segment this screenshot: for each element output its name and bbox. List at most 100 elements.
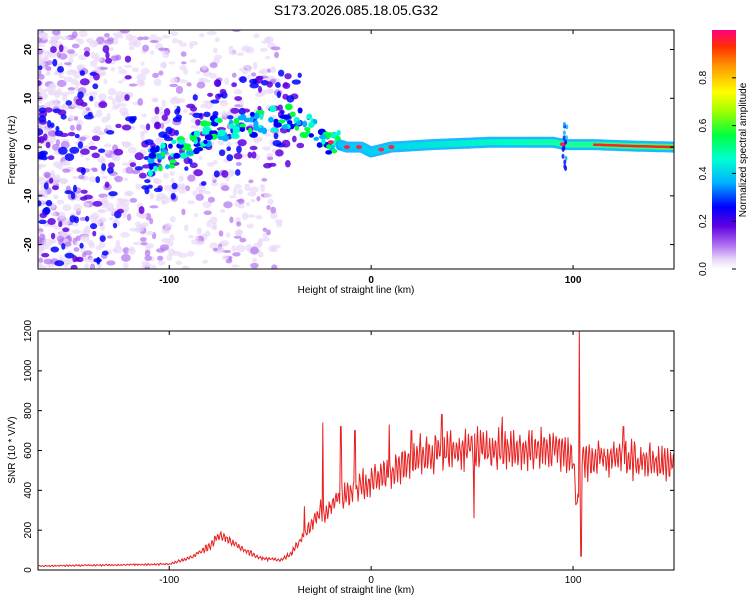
spectrogram-ridge-blob bbox=[147, 169, 153, 177]
spectrogram-noise-blob bbox=[198, 33, 205, 38]
spectrogram-blob bbox=[134, 152, 144, 161]
spectrogram-noise-blob bbox=[92, 168, 98, 173]
spectrogram-noise-blob bbox=[131, 169, 141, 174]
spectrogram-noise-blob bbox=[214, 37, 220, 43]
spectrogram-noise-blob bbox=[222, 249, 232, 253]
spectrogram-noise-blob bbox=[120, 30, 130, 34]
spectrogram-ridge-blob bbox=[296, 120, 302, 126]
spectrogram-blob bbox=[124, 94, 130, 101]
spectrogram-ridge-blob bbox=[269, 105, 277, 113]
spectrogram-noise-blob bbox=[169, 216, 176, 223]
spectrogram-noise-blob bbox=[58, 53, 68, 60]
colorbar-tick-label: 0.4 bbox=[698, 166, 709, 180]
spectrogram-blob bbox=[165, 126, 173, 135]
spectrogram-blob bbox=[221, 170, 229, 178]
spectrogram-blob bbox=[83, 194, 93, 200]
spectrogram-blob bbox=[77, 91, 84, 99]
spectrogram-ridge-blob bbox=[168, 143, 173, 149]
spectrogram-blob bbox=[249, 82, 259, 89]
spectrogram-noise-blob bbox=[161, 200, 167, 205]
spectrogram-blob bbox=[233, 152, 243, 160]
spectrogram-noise-blob bbox=[260, 68, 268, 75]
spectrogram-blob bbox=[213, 79, 222, 88]
spectrogram-blob bbox=[50, 122, 55, 128]
spectrogram-ridge-blob bbox=[201, 130, 209, 135]
spectrogram-blob bbox=[144, 179, 151, 184]
spectrogram-noise-blob bbox=[231, 72, 237, 78]
spectrogram-noise-blob bbox=[128, 83, 138, 87]
spectrogram-noise-blob bbox=[246, 214, 256, 218]
spectrogram-noise-blob bbox=[121, 253, 131, 262]
spectrogram-noise-blob bbox=[170, 177, 175, 184]
spectrogram-blob bbox=[43, 182, 49, 190]
spectrogram-blob bbox=[74, 256, 80, 262]
spectrogram-noise-blob bbox=[169, 31, 179, 36]
spectrogram-noise-blob bbox=[234, 184, 242, 190]
spectrogram-noise-blob bbox=[140, 132, 145, 141]
spectrogram-blob bbox=[280, 109, 285, 115]
spectrogram-noise-blob bbox=[212, 47, 218, 54]
spectrogram-marks bbox=[38, 30, 674, 269]
spectrogram-noise-blob bbox=[78, 106, 86, 110]
spectrogram-ytick-label: 0 bbox=[23, 144, 34, 150]
snr-ytick-label: 0 bbox=[23, 567, 34, 573]
spectrogram-noise-blob bbox=[245, 46, 255, 54]
spectrogram-blob bbox=[84, 215, 90, 222]
spectrogram-noise-blob bbox=[203, 210, 212, 216]
spectrogram-blob bbox=[162, 134, 170, 139]
spectrogram-noise-blob bbox=[264, 89, 274, 94]
spectrogram-blob bbox=[236, 145, 242, 154]
spectrogram-noise-blob bbox=[145, 213, 152, 221]
spectrogram-ridge-blob bbox=[193, 130, 201, 138]
colorbar-gradient bbox=[712, 30, 736, 269]
spectrogram-noise-blob bbox=[95, 109, 103, 118]
colorbar-tick-label: 0.0 bbox=[698, 262, 709, 276]
spectrogram-blob bbox=[192, 94, 198, 101]
spectrogram-noise-blob bbox=[74, 38, 81, 42]
spectrogram-noise-blob bbox=[183, 68, 188, 75]
spectrogram-noise-blob bbox=[57, 211, 66, 220]
spectrogram-noise-blob bbox=[270, 211, 278, 220]
spectrogram-noise-blob bbox=[38, 163, 47, 168]
spectrogram-noise-blob bbox=[66, 49, 75, 54]
spectrogram-ridge-blob bbox=[284, 103, 293, 111]
spectrogram-noise-blob bbox=[89, 39, 99, 48]
spectrogram-noise-blob bbox=[69, 124, 75, 131]
spectrogram-blob bbox=[275, 82, 281, 88]
spectrogram-noise-blob bbox=[150, 50, 155, 55]
spectrogram-noise-blob bbox=[221, 185, 230, 192]
spectrogram-noise-blob bbox=[196, 227, 202, 235]
spectrogram-ridge-blob bbox=[289, 123, 295, 130]
spectrogram-hotspot bbox=[327, 140, 334, 145]
spectrogram-noise-blob bbox=[140, 213, 147, 219]
spectrogram-noise-blob bbox=[56, 235, 65, 242]
spectrogram-blob bbox=[38, 115, 47, 123]
spectrogram-noise-blob bbox=[127, 146, 137, 154]
spectrogram-blob bbox=[79, 242, 84, 249]
spectrogram-noise-blob bbox=[71, 31, 78, 39]
spectrogram-noise-blob bbox=[255, 136, 263, 142]
spectrogram-noise-blob bbox=[144, 266, 150, 269]
spectrogram-noise-blob bbox=[237, 204, 245, 209]
spectrogram-noise-blob bbox=[60, 35, 71, 41]
spectrogram-blob bbox=[144, 187, 150, 195]
spectrogram-noise-blob bbox=[74, 241, 79, 247]
spectrogram-noise-blob bbox=[62, 218, 71, 226]
spectrogram-noise-blob bbox=[262, 227, 268, 232]
spectrogram-noise-blob bbox=[61, 104, 67, 109]
spectrogram-xtick-label: -100 bbox=[159, 275, 179, 286]
spectrogram-noise-blob bbox=[157, 111, 166, 116]
spectrogram-blob bbox=[95, 176, 101, 184]
spectrogram-noise-blob bbox=[180, 51, 187, 57]
spectrogram-hotspot bbox=[356, 145, 363, 150]
spectrogram-hotspot bbox=[343, 145, 350, 150]
spectrogram-noise-blob bbox=[73, 71, 82, 79]
spectrogram-noise-blob bbox=[171, 96, 179, 103]
spectrogram-noise-blob bbox=[233, 235, 242, 239]
spectrogram-noise-blob bbox=[153, 115, 160, 119]
spectrogram-blob bbox=[239, 76, 247, 83]
spectrogram-noise-blob bbox=[200, 104, 208, 109]
spectrogram-noise-blob bbox=[122, 262, 129, 269]
spectrogram-noise-blob bbox=[107, 96, 114, 101]
